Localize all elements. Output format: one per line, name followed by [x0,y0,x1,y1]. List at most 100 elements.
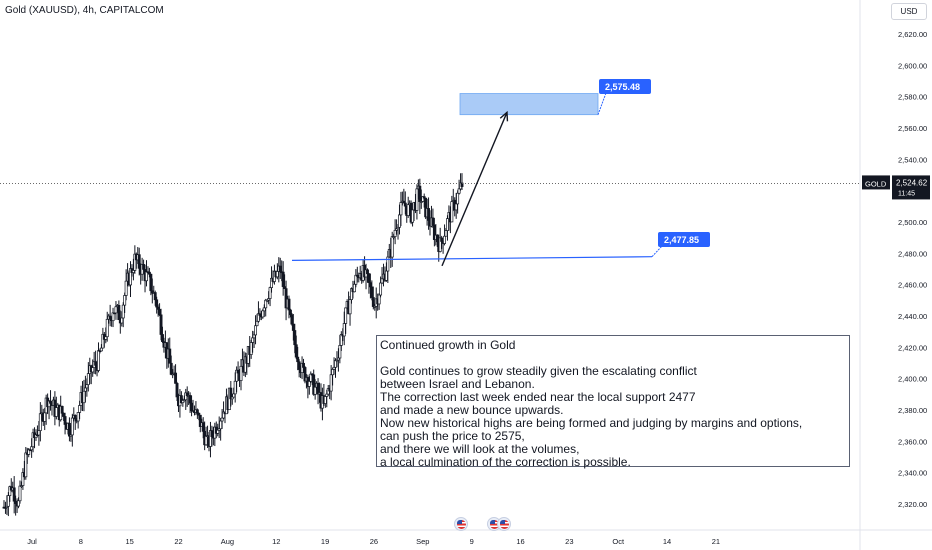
candle [197,412,201,416]
candle [149,273,153,292]
candle [371,297,375,307]
candle [399,202,403,216]
candle [313,386,317,395]
candle [201,422,205,432]
note-line: Now new historical highs are being forme… [380,416,803,430]
candle [30,446,34,451]
candle [377,294,381,305]
candle [288,309,292,316]
time-tick-label: 21 [712,537,720,546]
candle [24,452,28,478]
candle [278,265,282,273]
candle [384,270,388,281]
candle [287,298,291,311]
candle [37,430,41,436]
candle [422,196,426,199]
candle [43,412,47,422]
last-price-value: 2,524.62 [896,178,928,187]
candle [168,348,172,364]
candle [393,229,397,237]
candle [104,336,108,340]
last-price-tag [892,175,930,200]
candle [235,369,239,382]
candle [460,182,464,187]
price-tick-label: 2,500.00 [898,218,927,227]
candle [307,381,311,387]
candle [190,402,194,412]
candle [344,307,348,324]
candle [348,299,352,315]
analysis-note: Continued growth in Gold Gold continues … [376,335,850,469]
note-line: The correction last week ended near the … [380,390,696,404]
candle [97,350,100,371]
note-line: between Israel and Lebanon. [380,377,535,391]
target-price-label: 2,575.48 [605,82,640,92]
candle [145,271,148,282]
note-line: a local culmination of the correction is… [380,455,631,469]
candle [63,416,67,425]
candle [454,203,458,211]
target-zone [459,93,599,116]
candle [255,320,259,327]
note-line: can push the price to 2575, [380,429,525,443]
candle [367,273,371,284]
candle [124,280,128,296]
candle [268,287,272,299]
candle [281,271,285,287]
candle [456,192,460,205]
candle [443,235,447,244]
candle [415,188,419,211]
candle [111,312,115,322]
candle [440,237,444,242]
time-tick-label: Sep [416,537,429,546]
candle [325,393,329,397]
candle [251,337,255,343]
price-tick-label: 2,580.00 [898,93,927,102]
candle [121,304,125,319]
time-tick-label: 19 [321,537,329,546]
candle [137,254,141,269]
candle [174,372,178,384]
candle [82,390,86,404]
candle [17,500,20,507]
time-tick-label: 12 [272,537,280,546]
candle [419,201,423,203]
candle [334,360,337,368]
us-flag-event-icon[interactable] [497,517,511,531]
price-tick-label: 2,380.00 [898,406,927,415]
candle [354,274,358,285]
candle [169,362,173,375]
candle [296,356,300,363]
currency-button[interactable]: USD [891,3,927,20]
symbol-tag-label: GOLD [865,179,887,188]
time-tick-label: Aug [221,537,234,546]
price-tick-label: 2,480.00 [898,249,927,258]
us-flag-event-icon[interactable] [454,517,468,531]
time-tick-label: 14 [663,537,671,546]
candle [293,330,297,346]
candle [18,485,22,502]
candle [380,278,384,284]
candle [85,384,89,389]
note-line: and made a new bounce upwards. [380,403,564,417]
candle [210,430,214,438]
candle [352,283,356,293]
candle [83,387,87,392]
candle [108,315,112,320]
candle [142,264,146,270]
support-line [291,256,653,261]
target-price-tag [599,79,651,94]
candle [175,383,179,398]
time-tick-label: 16 [516,537,524,546]
candle [12,487,16,502]
candle [264,299,268,309]
symbol-tag [862,175,890,190]
note-title: Continued growth in Gold [380,338,516,352]
candle [216,429,220,434]
candle [338,345,342,359]
candle [6,495,10,507]
candle [275,271,279,278]
candle [411,209,415,223]
